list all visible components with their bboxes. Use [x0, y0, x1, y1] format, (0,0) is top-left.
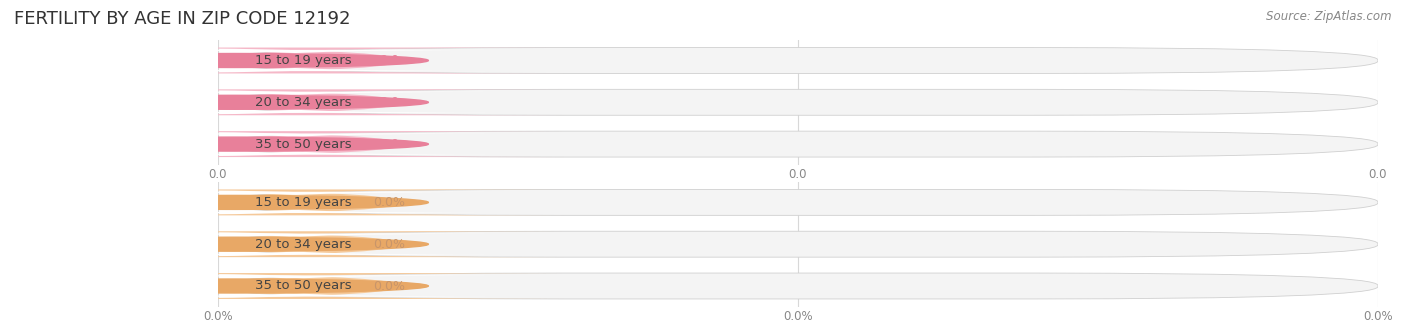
Text: 0.0%: 0.0% [374, 238, 405, 251]
FancyBboxPatch shape [52, 131, 564, 157]
Circle shape [39, 237, 429, 251]
Text: 20 to 34 years: 20 to 34 years [254, 238, 352, 251]
FancyBboxPatch shape [218, 189, 1378, 215]
FancyBboxPatch shape [218, 48, 1378, 74]
Text: 15 to 19 years: 15 to 19 years [254, 54, 352, 67]
FancyBboxPatch shape [69, 50, 522, 71]
Circle shape [39, 137, 429, 151]
Text: 0.0: 0.0 [380, 96, 399, 109]
FancyBboxPatch shape [52, 273, 564, 299]
FancyBboxPatch shape [52, 89, 564, 115]
Text: 15 to 19 years: 15 to 19 years [254, 196, 352, 209]
Text: 0.0%: 0.0% [374, 196, 405, 209]
Text: FERTILITY BY AGE IN ZIP CODE 12192: FERTILITY BY AGE IN ZIP CODE 12192 [14, 10, 350, 28]
Text: 0.0: 0.0 [380, 54, 399, 67]
Circle shape [39, 95, 429, 109]
FancyBboxPatch shape [69, 275, 522, 297]
FancyBboxPatch shape [218, 231, 1378, 257]
FancyBboxPatch shape [69, 234, 522, 255]
FancyBboxPatch shape [52, 189, 564, 215]
FancyBboxPatch shape [69, 133, 522, 155]
Circle shape [39, 53, 429, 68]
FancyBboxPatch shape [218, 273, 1378, 299]
Circle shape [39, 195, 429, 210]
Text: 20 to 34 years: 20 to 34 years [254, 96, 352, 109]
Text: 35 to 50 years: 35 to 50 years [254, 280, 352, 292]
FancyBboxPatch shape [218, 131, 1378, 157]
FancyBboxPatch shape [52, 48, 564, 74]
FancyBboxPatch shape [69, 92, 522, 113]
Circle shape [39, 279, 429, 293]
FancyBboxPatch shape [52, 231, 564, 257]
Text: 35 to 50 years: 35 to 50 years [254, 138, 352, 150]
Text: Source: ZipAtlas.com: Source: ZipAtlas.com [1267, 10, 1392, 23]
Text: 0.0%: 0.0% [374, 280, 405, 292]
FancyBboxPatch shape [218, 89, 1378, 115]
FancyBboxPatch shape [69, 192, 522, 213]
Text: 0.0: 0.0 [380, 138, 399, 150]
